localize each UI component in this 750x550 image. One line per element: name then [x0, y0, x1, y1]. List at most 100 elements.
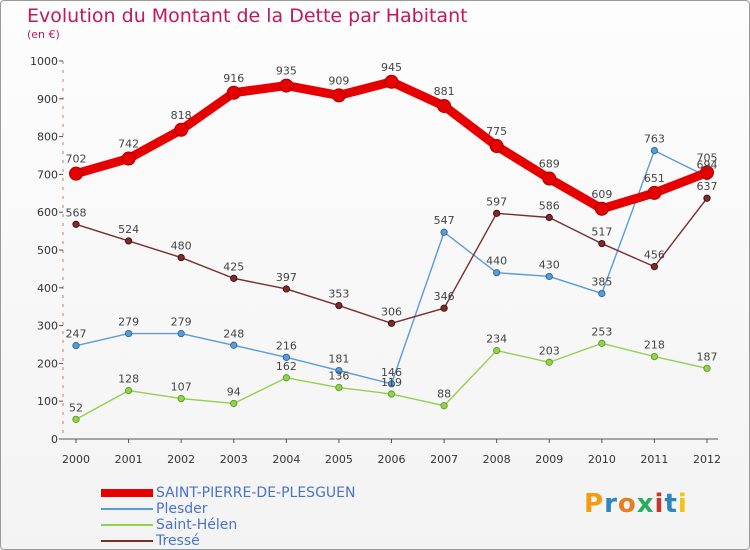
data-label: 385 [591, 275, 612, 288]
x-tick-label: 2011 [640, 453, 668, 466]
series-line-plesder [75, 149, 708, 385]
data-label: 247 [66, 328, 87, 341]
y-tick-label: 900 [37, 93, 58, 106]
chart-axes: 0 100 200 300 400 500 600 700 800 900 1000 2000 2001… [30, 55, 721, 466]
x-tick-label: 2005 [325, 453, 353, 466]
legend-label: SAINT-PIERRE-DE-PLESGUEN [156, 485, 356, 501]
x-tick-label: 2008 [483, 453, 511, 466]
data-point [282, 374, 290, 382]
data-label: 430 [539, 258, 560, 271]
data-point [440, 402, 448, 410]
x-tick-label: 2006 [378, 453, 406, 466]
data-point [493, 269, 501, 277]
data-label: 586 [539, 199, 560, 212]
data-point [545, 272, 553, 281]
data-point [489, 139, 504, 154]
data-label: 818 [171, 109, 192, 122]
data-label: 279 [118, 316, 139, 329]
data-label: 181 [328, 353, 349, 366]
y-tick-label: 1000 [30, 55, 58, 68]
data-label: 775 [486, 125, 507, 138]
data-point [335, 383, 343, 392]
data-point [647, 185, 662, 200]
data-point [542, 171, 557, 186]
data-label: 128 [118, 373, 139, 386]
data-point [279, 78, 294, 93]
data-label: 689 [539, 158, 560, 171]
data-point [177, 329, 185, 338]
y-tick-label: 300 [37, 320, 58, 333]
data-label: 456 [644, 249, 665, 262]
y-tick-label: 100 [37, 395, 58, 408]
data-point [384, 74, 399, 89]
logo-letter: i [654, 489, 665, 519]
data-point [545, 358, 553, 366]
x-tick-label: 2000 [62, 453, 90, 466]
data-label: 306 [381, 305, 402, 318]
data-point [493, 346, 501, 355]
data-point [650, 352, 659, 361]
data-point [598, 239, 606, 248]
data-point [700, 165, 714, 180]
legend-swatch [101, 540, 153, 542]
data-label: 547 [434, 214, 455, 227]
data-point [72, 220, 80, 228]
data-label: 651 [644, 172, 665, 185]
data-label: 94 [227, 385, 241, 398]
data-point [72, 342, 80, 350]
data-label: 694 [697, 159, 718, 172]
x-tick-label: 2003 [220, 453, 248, 466]
data-label: 279 [171, 316, 192, 329]
data-label: 52 [69, 401, 83, 414]
legend-label: Plesder [156, 501, 208, 517]
data-label: 480 [171, 240, 192, 253]
data-point [703, 364, 711, 372]
data-label: 88 [437, 388, 451, 401]
x-tick-label: 2004 [272, 453, 300, 466]
data-label: 107 [171, 381, 192, 394]
data-point [703, 194, 711, 202]
data-label: 568 [66, 206, 87, 219]
data-label: 162 [276, 360, 297, 373]
legend-label: Saint-Hélen [156, 517, 238, 533]
legend-swatch [101, 489, 153, 497]
data-point [594, 201, 609, 216]
chart-subtitle: (en €) [27, 28, 60, 41]
data-label: 146 [381, 366, 402, 379]
data-point [598, 289, 606, 298]
data-label: 353 [328, 288, 349, 301]
data-point [230, 341, 238, 349]
y-tick-label: 500 [37, 244, 58, 257]
data-label: 517 [591, 226, 612, 239]
data-point [493, 209, 501, 217]
data-label: 248 [223, 327, 244, 340]
data-point [174, 122, 189, 137]
data-label: 702 [66, 153, 87, 166]
data-label: 218 [644, 339, 665, 352]
logo-letter: o [617, 489, 637, 519]
y-tick-label: 800 [37, 131, 58, 144]
data-point [124, 387, 133, 395]
data-label: 397 [276, 271, 297, 284]
data-labels-layer: 52 128 107 94 162 136 119 88 234 203 253 218 187 247 2… [66, 61, 718, 415]
x-tick-label: 2009 [535, 453, 563, 466]
x-tick-label: 2002 [167, 453, 195, 466]
data-label: 705 [697, 152, 718, 165]
x-tick-label: 2012 [693, 453, 721, 466]
data-point [72, 415, 80, 423]
data-label: 935 [276, 65, 297, 78]
data-point [387, 319, 396, 327]
data-point [282, 285, 290, 293]
data-label: 742 [118, 138, 139, 151]
data-point [387, 380, 396, 388]
data-point [387, 390, 396, 398]
legend-swatch [101, 524, 153, 526]
data-label: 216 [276, 339, 297, 352]
data-point [650, 146, 659, 155]
data-label: 136 [328, 370, 349, 383]
data-point [124, 329, 133, 338]
x-tick-label: 2010 [588, 453, 616, 466]
data-label: 187 [697, 350, 718, 363]
